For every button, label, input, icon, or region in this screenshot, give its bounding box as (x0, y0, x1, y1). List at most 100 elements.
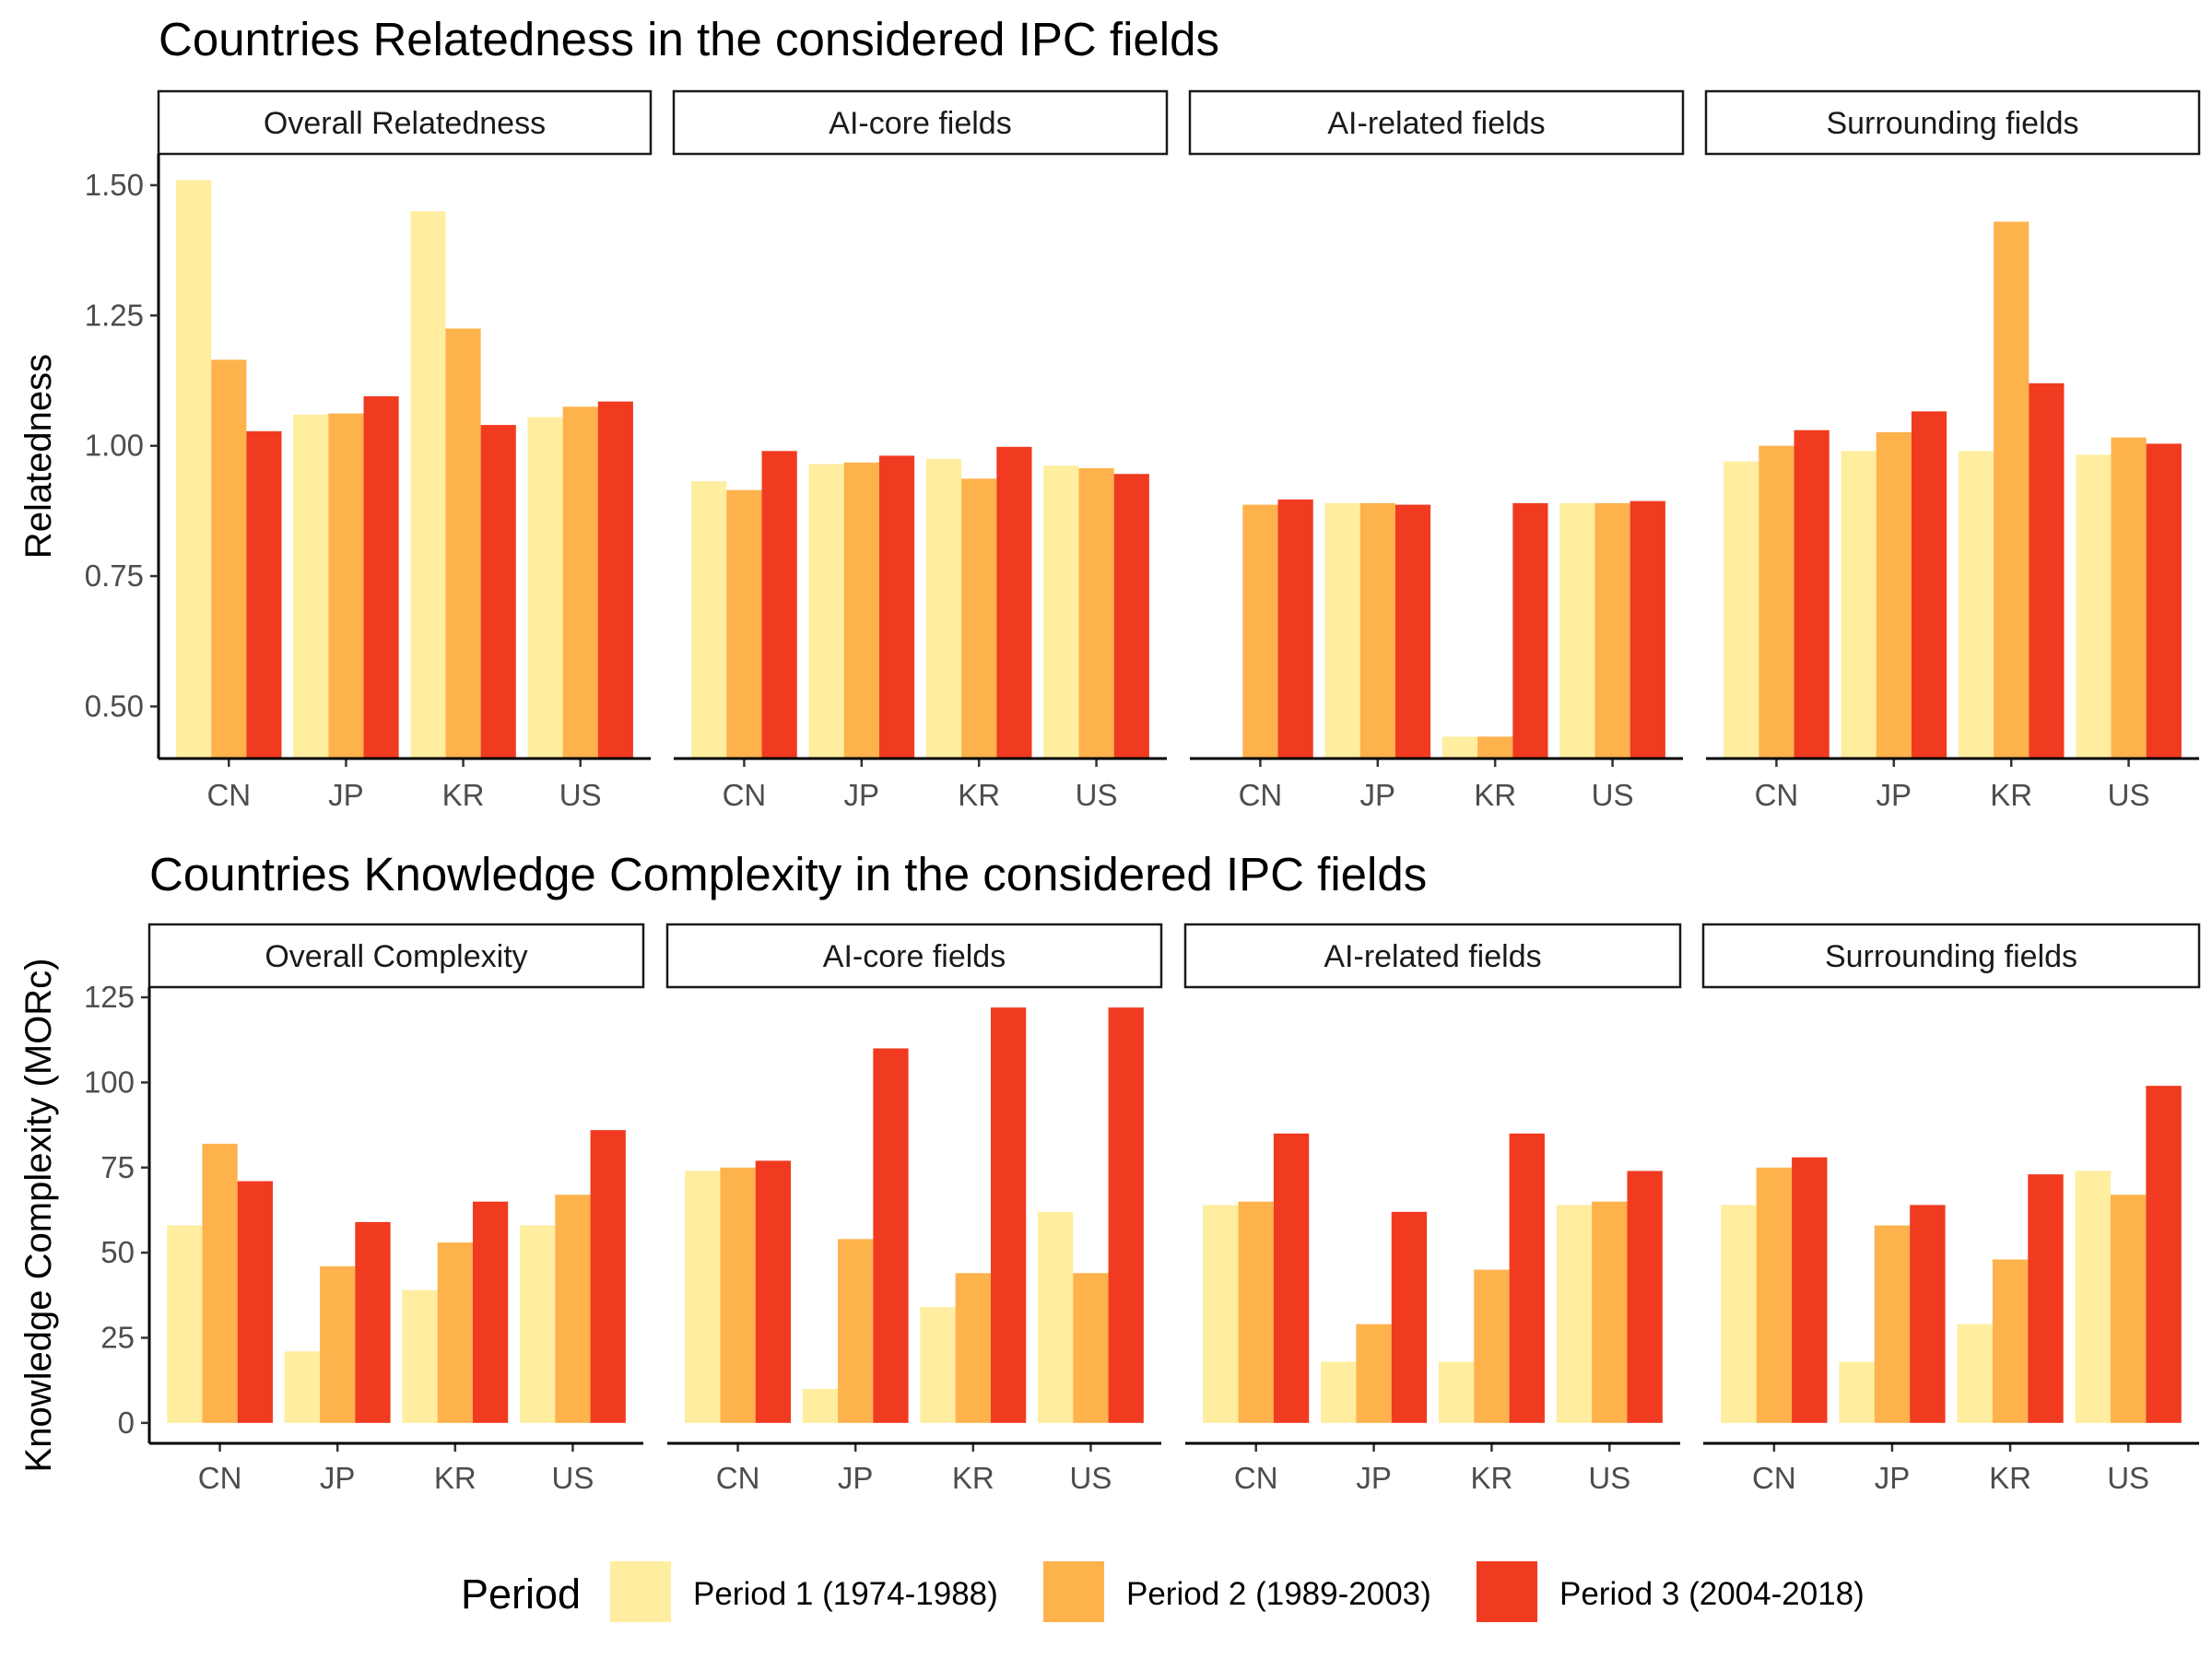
bar-kr-period-2 (437, 1242, 473, 1423)
facet-strip (665, 923, 1163, 989)
bar-cn-period-3 (246, 430, 282, 759)
x-tick-label-us: US (1076, 778, 1118, 812)
bar-jp-period-1 (1841, 451, 1877, 759)
bar-cn-period-3 (1277, 499, 1313, 759)
bar-jp-period-2 (328, 413, 364, 759)
bar-us-period-2 (2111, 437, 2147, 759)
bar-kr-period-2 (1994, 221, 2030, 759)
bar-cn-period-3 (237, 1181, 273, 1423)
bar-jp-period-3 (1910, 1205, 1946, 1423)
facet-strip-label: AI-related fields (1327, 106, 1545, 141)
bar-us-period-1 (1038, 1211, 1074, 1423)
bar-jp-period-1 (284, 1351, 321, 1423)
bar-kr-period-1 (1957, 1324, 1993, 1423)
x-tick-label-jp: JP (838, 1461, 874, 1495)
legend-label-period-2: Period 2 (1989-2003) (1126, 1576, 1431, 1612)
bar-cn-period-2 (720, 1167, 756, 1423)
facet-strip-label: Overall Relatedness (264, 106, 546, 141)
bar-us-period-3 (1627, 1171, 1663, 1423)
y-tick-label: 100 (84, 1065, 135, 1099)
x-tick-label-kr: KR (1474, 778, 1516, 812)
bar-kr-period-2 (961, 478, 997, 759)
bar-us-period-3 (2146, 1086, 2182, 1423)
y-tick-label: 75 (100, 1150, 135, 1184)
bar-cn-period-2 (1238, 1201, 1274, 1423)
facet-strip-label: Surrounding fields (1826, 106, 2078, 141)
bar-cn-period-2 (1759, 445, 1794, 759)
bar-us-period-3 (597, 401, 633, 759)
chart-2: Countries Knowledge Complexity in the co… (18, 848, 2201, 1495)
bar-jp-period-1 (1839, 1361, 1875, 1423)
bar-kr-period-1 (402, 1289, 438, 1423)
bar-jp-period-3 (1391, 1211, 1428, 1423)
legend-title: Period (461, 1571, 581, 1618)
y-tick-label: 125 (84, 980, 135, 1014)
bar-kr-period-3 (472, 1201, 509, 1423)
bar-us-period-2 (2110, 1194, 2147, 1423)
y-axis-title: Knowledge Complexity (MORc) (18, 959, 59, 1473)
bar-us-period-3 (590, 1130, 626, 1423)
bar-cn-period-1 (176, 180, 212, 759)
bar-cn-period-3 (1794, 429, 1830, 759)
bar-jp-period-3 (1394, 504, 1431, 759)
bar-kr-period-1 (1958, 451, 1994, 759)
chart-1: Countries Relatedness in the considered … (18, 13, 2201, 812)
bar-us-period-3 (1113, 474, 1149, 759)
bar-jp-period-3 (363, 395, 399, 759)
panel-ai-related-fields: AI-related fields CN JP KR US (1183, 923, 1682, 1495)
bar-us-period-1 (2075, 1171, 2111, 1423)
x-tick-label-us: US (1588, 1461, 1630, 1495)
x-tick-label-cn: CN (1752, 1461, 1796, 1495)
chart-title: Countries Knowledge Complexity in the co… (149, 848, 1427, 900)
bar-jp-period-3 (1911, 411, 1947, 759)
bar-kr-period-1 (920, 1307, 956, 1423)
bar-kr-period-2 (445, 328, 481, 759)
x-tick-label-us: US (559, 778, 602, 812)
bar-us-period-2 (1592, 1201, 1628, 1423)
y-tick-label: 25 (100, 1320, 135, 1354)
facet-strip (1183, 923, 1682, 989)
y-tick-label: 1.25 (85, 298, 144, 332)
bar-cn-period-2 (211, 359, 247, 759)
panel-ai-core-fields: AI-core fields CN JP KR US (665, 923, 1163, 1495)
legend-key-period-3 (1477, 1561, 1537, 1622)
bar-jp-period-1 (1321, 1361, 1357, 1423)
x-tick-label-kr: KR (952, 1461, 994, 1495)
x-tick-label-us: US (552, 1461, 594, 1495)
x-tick-label-us: US (1070, 1461, 1112, 1495)
bar-jp-period-1 (808, 464, 844, 759)
y-tick-label: 0.75 (85, 559, 144, 593)
bar-kr-period-2 (1477, 736, 1513, 759)
bar-kr-period-3 (1512, 502, 1548, 759)
bar-jp-period-3 (873, 1048, 909, 1423)
x-tick-label-cn: CN (206, 778, 251, 812)
bar-kr-period-3 (990, 1007, 1027, 1423)
y-tick-label: 50 (100, 1235, 135, 1269)
x-tick-label-cn: CN (1239, 778, 1283, 812)
bar-cn-period-1 (1203, 1205, 1239, 1423)
bar-us-period-3 (1108, 1007, 1144, 1423)
panel-surrounding-fields: Surrounding fields CN JP KR US (1701, 923, 2201, 1495)
x-tick-label-kr: KR (1989, 1461, 2031, 1495)
bar-jp-period-2 (1876, 431, 1912, 759)
x-tick-label-cn: CN (198, 1461, 242, 1495)
bar-jp-period-3 (355, 1221, 391, 1423)
x-tick-label-jp: JP (1360, 778, 1396, 812)
bar-jp-period-1 (293, 414, 329, 759)
bar-kr-period-3 (1509, 1133, 1545, 1423)
panel-overall-relatedness: Overall Relatedness CN JP KR US 0.50 0.75 1.00 1… (85, 89, 653, 812)
bar-us-period-1 (520, 1225, 556, 1423)
bar-jp-period-2 (838, 1239, 874, 1423)
facet-strip (1704, 89, 2201, 156)
x-tick-label-cn: CN (1234, 1461, 1278, 1495)
legend-label-period-3: Period 3 (2004-2018) (1559, 1576, 1865, 1612)
legend-key-period-1 (610, 1561, 671, 1622)
facet-strip-label: AI-core fields (829, 106, 1011, 141)
bar-us-period-2 (555, 1194, 591, 1423)
bar-cn-period-2 (1756, 1167, 1793, 1423)
y-tick-label: 1.00 (85, 429, 144, 463)
bar-jp-period-2 (1356, 1324, 1392, 1423)
bar-us-period-1 (527, 417, 563, 759)
bar-cn-period-3 (755, 1160, 791, 1423)
bar-jp-period-1 (1324, 502, 1360, 759)
